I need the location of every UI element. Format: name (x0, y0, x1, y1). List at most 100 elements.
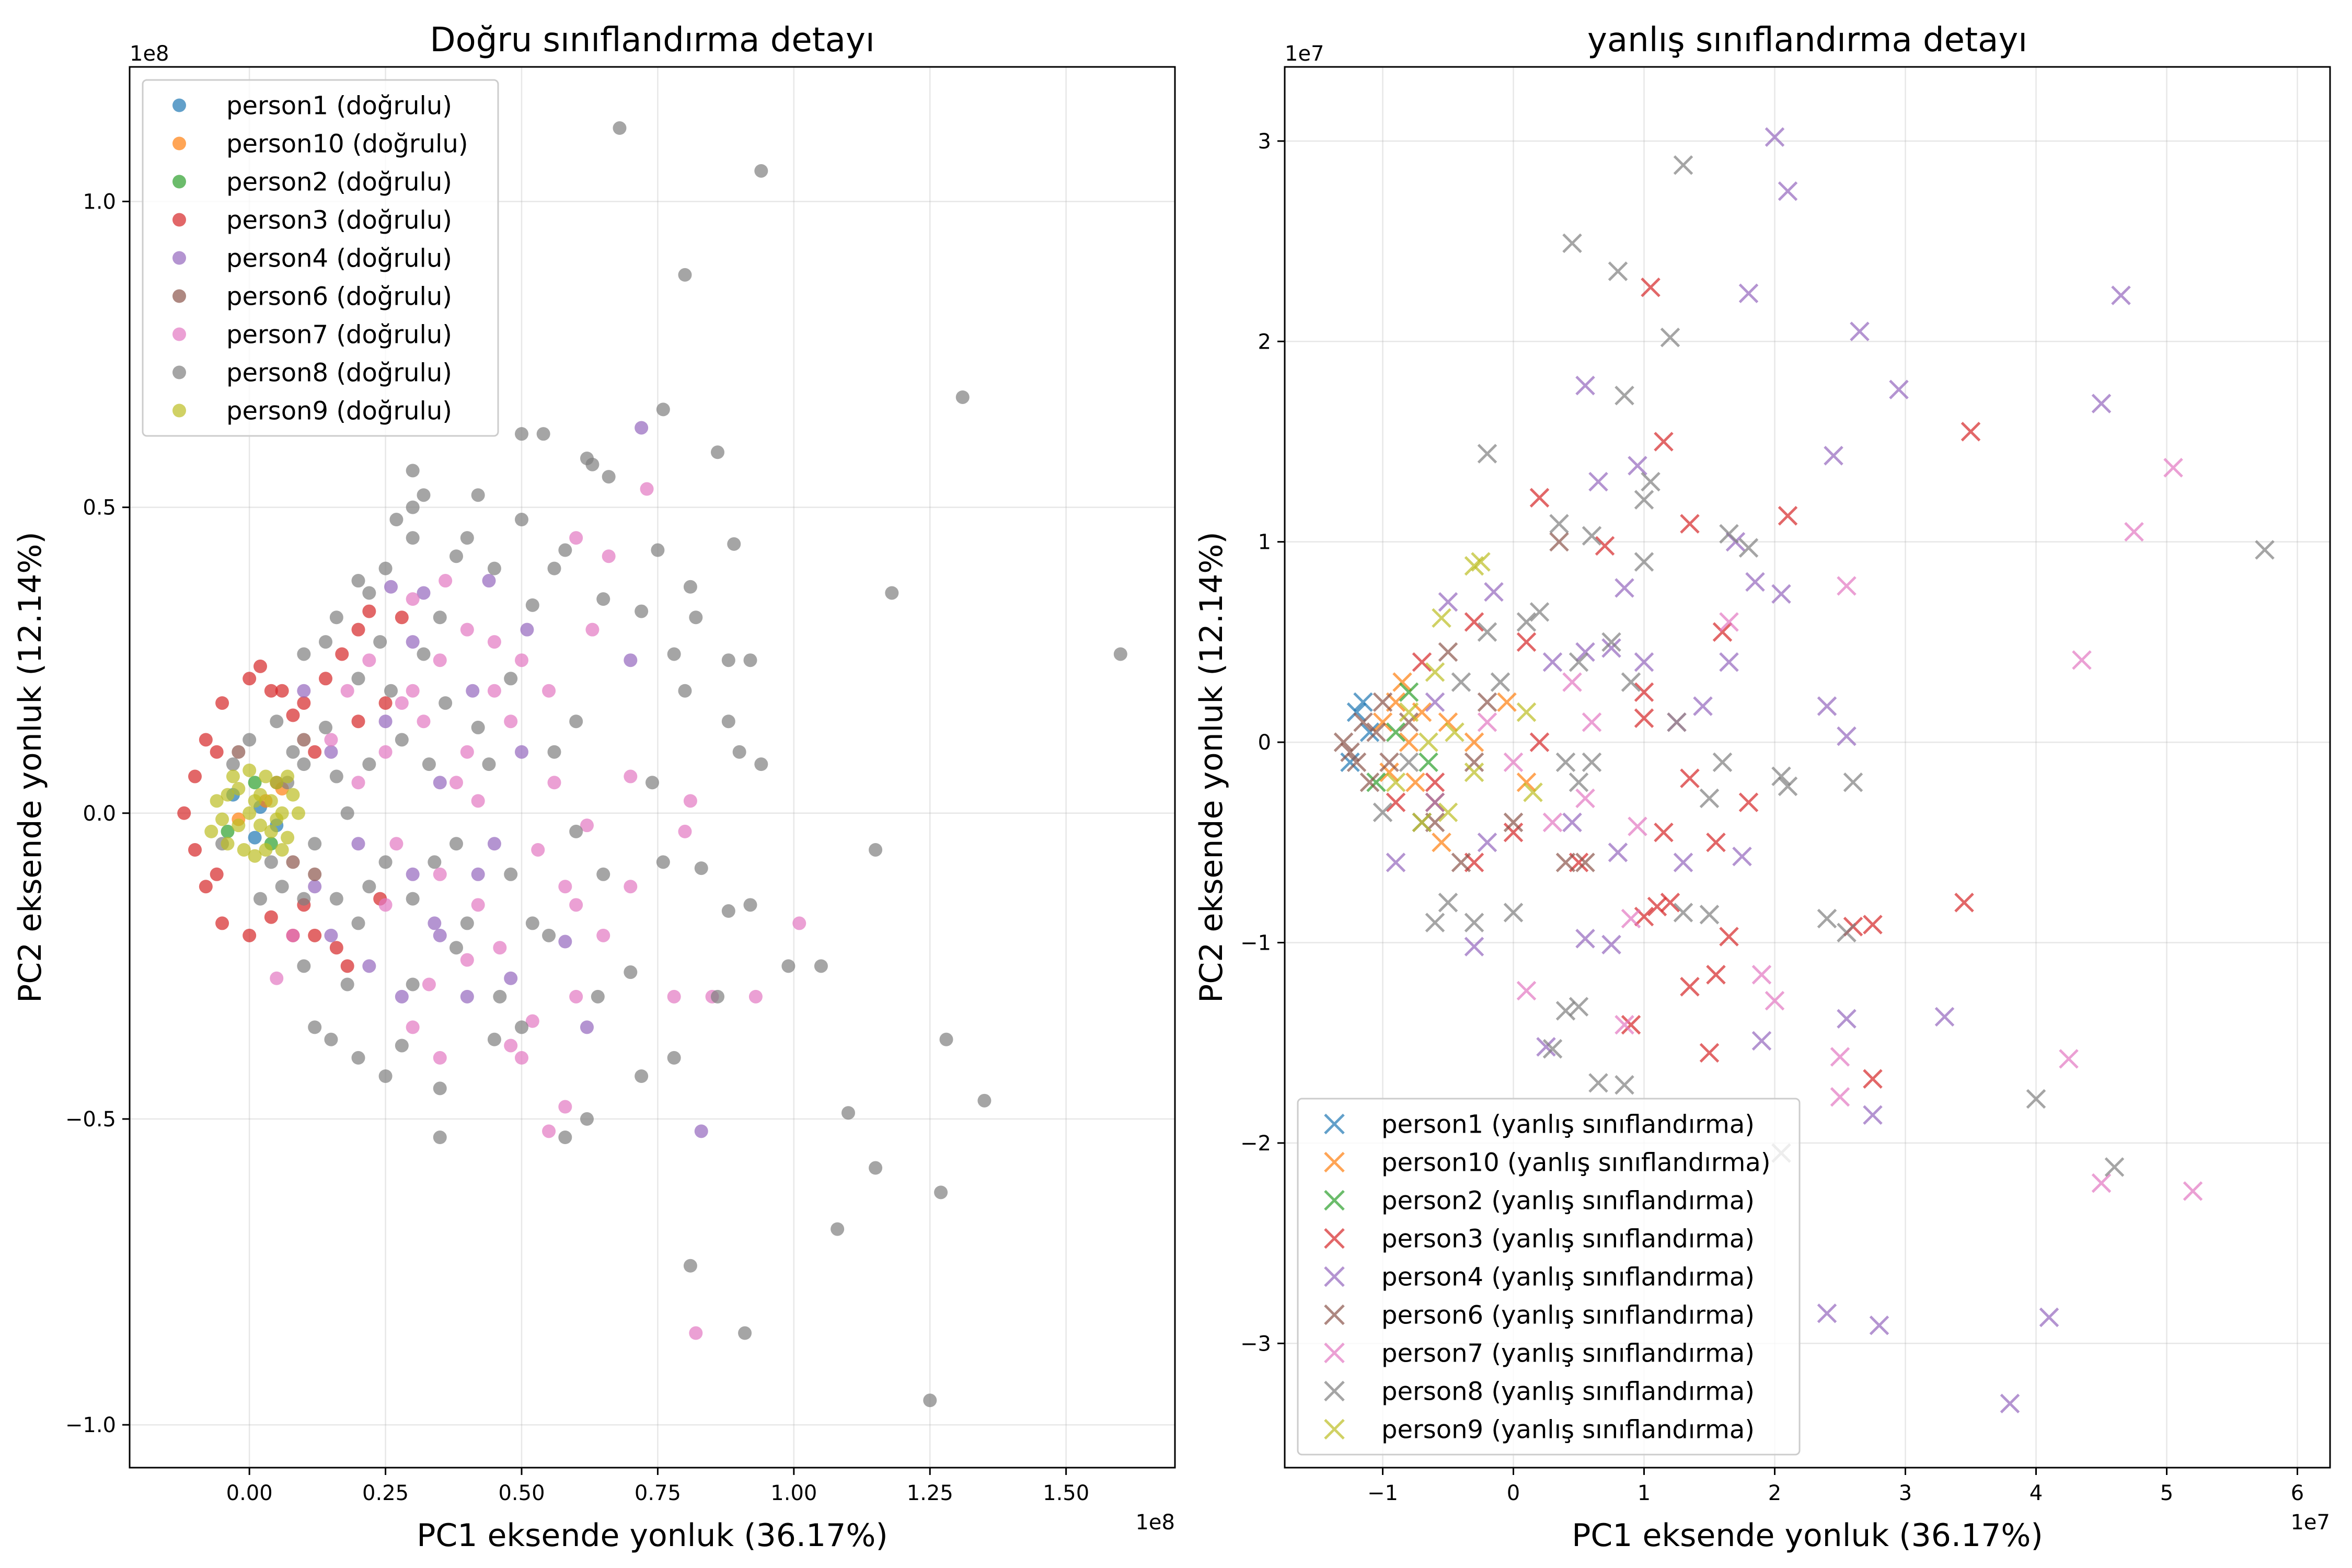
data-point (308, 745, 322, 759)
data-point (210, 745, 224, 759)
legend-marker (1324, 1380, 1345, 1402)
data-point (215, 812, 229, 826)
series-person6 (232, 733, 322, 881)
data-point (259, 843, 273, 857)
data-point (433, 1131, 447, 1145)
data-point (449, 549, 463, 563)
data-point (1490, 672, 1511, 692)
data-point (1425, 792, 1445, 812)
x-tick-label: 6 (2291, 1481, 2304, 1505)
data-point (270, 971, 284, 985)
data-point (689, 1326, 703, 1340)
legend-label: person1 (yanlış sınıflandırma) (1381, 1110, 1755, 1139)
data-point (2039, 1307, 2059, 1328)
data-point (460, 622, 474, 637)
data-point (270, 776, 284, 790)
data-point (525, 1014, 539, 1028)
data-point (2255, 540, 2275, 560)
legend-marker (1324, 1190, 1345, 1211)
data-point (1608, 843, 1628, 862)
data-point (329, 941, 343, 955)
data-point (683, 580, 697, 594)
data-point (389, 513, 403, 527)
data-point (1719, 927, 1739, 947)
data-point (678, 268, 692, 282)
data-point (678, 684, 692, 698)
data-point (417, 714, 431, 729)
data-point (781, 959, 795, 973)
data-point (515, 513, 528, 527)
data-point (471, 898, 485, 912)
y-tick-label: 0 (1258, 731, 1271, 755)
data-point (645, 776, 659, 790)
data-point (1503, 903, 1524, 923)
series-person4 (297, 421, 708, 1138)
legend-label: person3 (yanlış sınıflandırma) (1381, 1225, 1755, 1254)
series-person8 (215, 121, 1127, 1408)
data-point (471, 488, 485, 502)
data-point (683, 794, 697, 808)
data-point (264, 794, 278, 808)
data-point (1399, 732, 1419, 752)
data-point (711, 989, 724, 1004)
data-point (1712, 752, 1733, 773)
data-point (406, 500, 420, 514)
data-point (215, 916, 229, 930)
data-point (1503, 752, 1524, 773)
data-point (319, 720, 332, 734)
data-point (1399, 682, 1419, 702)
data-point (351, 714, 365, 729)
data-point (270, 812, 284, 826)
data-point (297, 892, 311, 906)
legend-marker (172, 98, 186, 112)
data-point (1419, 732, 1438, 752)
legend-marker (172, 175, 186, 189)
data-point (743, 898, 757, 912)
data-point (667, 989, 681, 1004)
data-point (378, 855, 393, 869)
data-point (1438, 592, 1458, 612)
data-point (460, 916, 474, 930)
data-point (1562, 233, 1582, 253)
y-tick-label: 1.0 (83, 190, 116, 214)
data-point (1699, 1043, 1720, 1063)
data-point (275, 684, 289, 698)
legend-marker (172, 251, 186, 265)
data-point (433, 653, 447, 667)
data-point (525, 598, 539, 612)
data-point (711, 445, 724, 459)
chart-panel-2: −1 0 1 2 3 4 5 6 −3 −2 −1 0 1 2 3 1e7 1e7 yanlış sınıflan… (1193, 21, 2331, 1554)
data-point (1621, 672, 1641, 692)
data-point (487, 561, 501, 575)
data-point (1889, 379, 1909, 400)
data-point (678, 824, 692, 838)
data-point (373, 635, 387, 649)
data-point (248, 831, 262, 845)
x-tick-label: 4 (2030, 1481, 2043, 1505)
data-point (1837, 576, 1857, 596)
data-point (1569, 772, 1589, 792)
data-point (1386, 722, 1406, 742)
x-tick-label: 0.00 (226, 1481, 273, 1505)
data-point (869, 843, 883, 857)
y-tick-label: −1.0 (65, 1413, 116, 1437)
legend-box (1297, 1098, 1801, 1456)
data-point (406, 977, 420, 991)
data-point (264, 684, 278, 698)
data-point (264, 824, 278, 838)
data-point (869, 1161, 883, 1175)
data-point (547, 561, 561, 575)
data-point (275, 880, 289, 894)
data-point (721, 653, 735, 667)
data-point (1719, 652, 1739, 672)
data-point (417, 647, 431, 661)
legend-label: person4 (yanlış sınıflandırma) (1381, 1263, 1755, 1292)
data-point (215, 696, 229, 710)
data-point (1464, 612, 1484, 632)
data-point (487, 635, 501, 649)
data-point (1575, 929, 1595, 949)
data-point (487, 684, 501, 698)
data-point (362, 653, 376, 667)
data-point (1575, 852, 1595, 872)
